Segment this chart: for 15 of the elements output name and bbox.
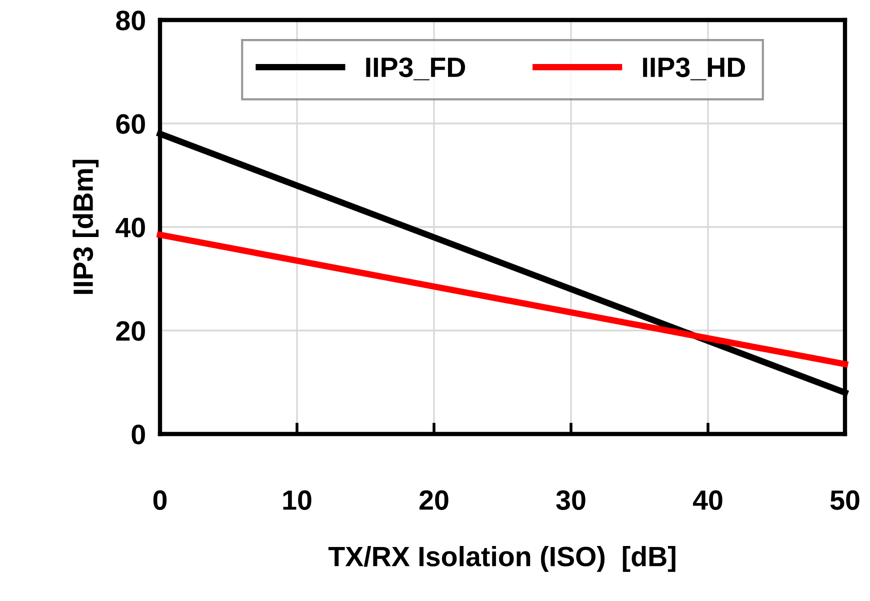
x-tick-label: 10 xyxy=(283,490,312,510)
legend-label: IIP3_HD xyxy=(643,58,746,80)
y-tick-label: 80 xyxy=(116,10,145,30)
x-tick-label: 40 xyxy=(692,490,722,510)
y-axis-title: IIP3 [dBm] xyxy=(72,160,99,294)
x-tick-label: 0 xyxy=(153,490,167,510)
y-tick-label: 60 xyxy=(116,114,145,134)
x-tick-label: 30 xyxy=(556,490,586,510)
x-tick-label: 20 xyxy=(420,490,448,510)
y-tick-label: 20 xyxy=(116,321,145,341)
x-axis-title: TX/RX Isolation (ISO) [dB] xyxy=(328,546,676,572)
y-tick-label: 40 xyxy=(116,218,145,238)
x-tick-label: 50 xyxy=(830,490,860,510)
y-tick-label: 0 xyxy=(132,424,145,444)
legend-label: IIP3_FD xyxy=(366,58,466,80)
